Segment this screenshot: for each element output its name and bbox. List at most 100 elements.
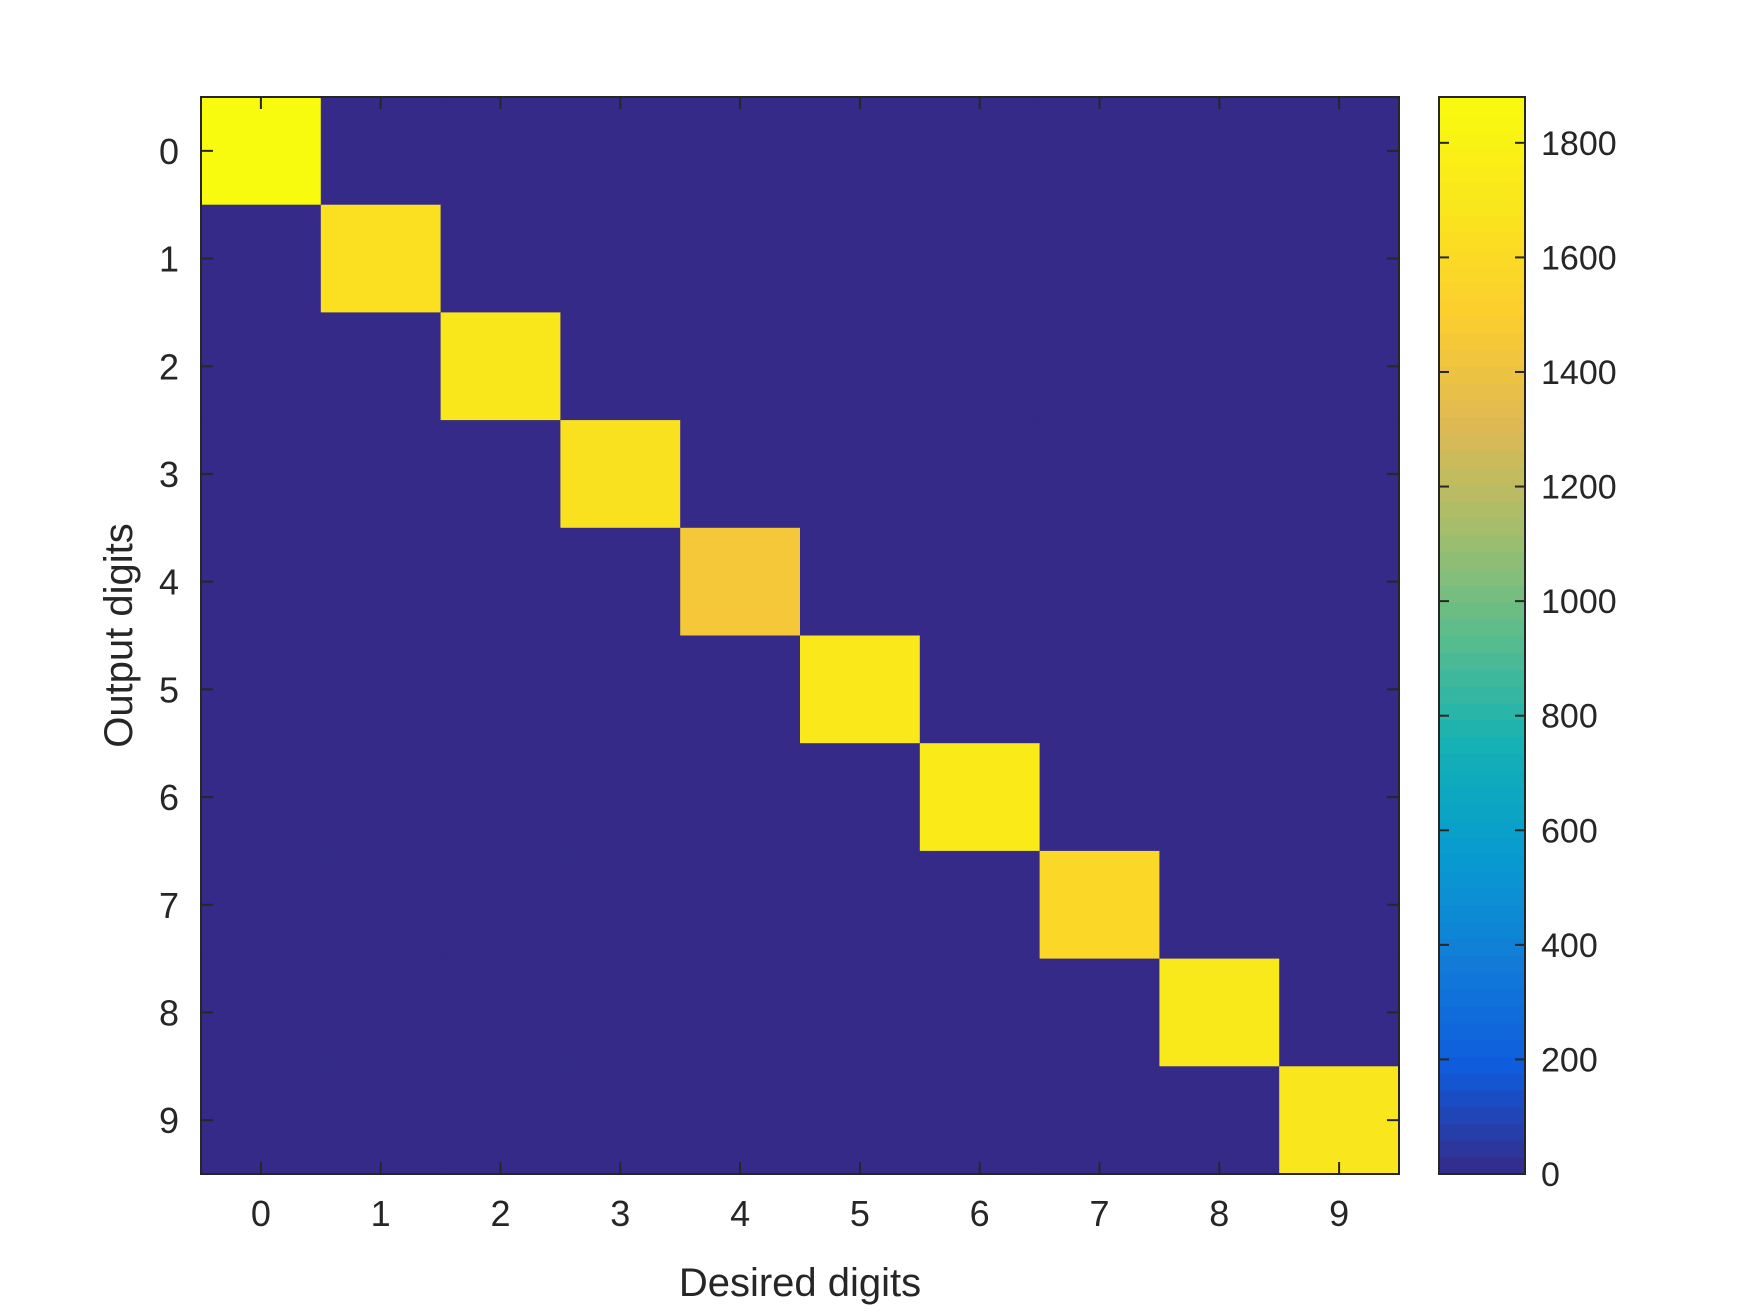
colorbar-slice	[1439, 770, 1525, 788]
colorbar-slice	[1439, 130, 1525, 149]
colorbar-slice	[1439, 568, 1525, 586]
heatmap-cell-r7-c7	[1039, 850, 1160, 960]
colorbar-slice	[1439, 837, 1525, 855]
colorbar-slice	[1439, 635, 1525, 653]
heatmap-cell-r9-c6	[919, 1066, 1041, 1175]
heatmap-cell-r0-c8	[1159, 97, 1280, 206]
colorbar-slice	[1439, 500, 1525, 519]
heatmap-cell-r7-c5	[800, 850, 921, 960]
x-tick-label: 1	[371, 1193, 391, 1234]
colorbar-slice	[1439, 231, 1525, 250]
heatmap-cell-r0-c6	[919, 97, 1041, 206]
colorbar-slice	[1439, 332, 1525, 351]
heatmap-cell-r9-c3	[560, 1066, 681, 1175]
colorbar-slice	[1439, 450, 1525, 468]
heatmap-cell-r1-c8	[1159, 204, 1280, 313]
colorbar-tick-label: 1400	[1541, 354, 1617, 392]
colorbar-slice	[1439, 887, 1525, 906]
y-tick-label: 6	[159, 777, 179, 818]
heatmap-cell-r8-c4	[680, 958, 801, 1067]
axes-frame	[200, 96, 1400, 1175]
heatmap-cell-r1-c4	[680, 204, 801, 313]
x-axis-ticks: 0 1 2 3 4 5 6 7 8 9	[251, 97, 1349, 1234]
heatmap-cell-r7-c2	[440, 850, 561, 960]
x-tick-label: 2	[490, 1193, 510, 1234]
heatmap-cell-r5-c7	[1039, 635, 1160, 744]
heatmap-cell-r4-c8	[1159, 527, 1280, 637]
colorbar-slice	[1439, 921, 1525, 940]
heatmap-cell-r9-c2	[440, 1066, 561, 1175]
x-axis-label: Desired digits	[679, 1261, 921, 1305]
heatmap-cell-r5-c4	[680, 635, 801, 744]
colorbar-slice	[1439, 1005, 1525, 1024]
heatmap-cell-r1-c9	[1279, 204, 1400, 313]
heatmap-cell-r4-c1	[320, 527, 442, 637]
heatmap-cell-r7-c4	[680, 850, 801, 960]
heatmap-cell-r8-c7	[1039, 958, 1160, 1067]
colorbar-slice	[1439, 1073, 1525, 1091]
heatmap-cell-r5-c6	[919, 635, 1041, 744]
colorbar-slice	[1439, 349, 1525, 367]
colorbar-slice	[1439, 147, 1525, 165]
colorbar-tick-label: 1600	[1541, 239, 1617, 277]
heatmap-cell-r6-c4	[680, 743, 801, 852]
heatmap-cell-r4-c4	[680, 527, 801, 637]
colorbar-tick-label: 600	[1541, 812, 1598, 850]
colorbar-tick-label: 200	[1541, 1041, 1598, 1079]
colorbar-slice	[1439, 214, 1525, 233]
heatmap-cell-r2-c3	[560, 312, 681, 421]
heatmap-cell-r0-c1	[320, 97, 442, 206]
colorbar-slice	[1439, 1157, 1525, 1175]
heatmap-cell-r4-c5	[800, 527, 921, 637]
y-tick-label: 1	[159, 239, 179, 280]
heatmap-cell-r0-c4	[680, 97, 801, 206]
y-tick-label: 8	[159, 992, 179, 1033]
heatmap-cell-r7-c8	[1159, 850, 1280, 960]
heatmap-cell-r9-c0	[201, 1066, 322, 1175]
x-tick-label: 9	[1329, 1193, 1349, 1234]
heatmap-cell-r3-c5	[800, 420, 921, 529]
colorbar-tick-label: 400	[1541, 927, 1598, 965]
colorbar-slice	[1439, 702, 1525, 721]
heatmap-cell-r9-c8	[1159, 1066, 1280, 1175]
colorbar-slice	[1439, 685, 1525, 704]
heatmap-cell-r1-c2	[440, 204, 561, 313]
colorbar-slice	[1439, 399, 1525, 418]
heatmap-cell-r6-c0	[201, 743, 322, 852]
colorbar-slice	[1439, 467, 1525, 485]
y-tick-label: 5	[159, 669, 179, 710]
heatmap-cell-r8-c0	[201, 958, 322, 1067]
y-tick-label: 4	[159, 562, 179, 603]
colorbar-slice	[1439, 719, 1525, 738]
colorbar-tick-label: 1200	[1541, 469, 1617, 507]
colorbar-slice	[1439, 618, 1525, 637]
heatmap-cell-r0-c7	[1039, 97, 1160, 206]
heatmap-cell-r3-c7	[1039, 420, 1160, 529]
heatmap-cell-r9-c7	[1039, 1066, 1160, 1175]
heatmap-cell-r8-c6	[919, 958, 1041, 1067]
heatmap-cell-r3-c0	[201, 420, 322, 529]
heatmap-cell-r1-c7	[1039, 204, 1160, 313]
heatmap-cell-r7-c1	[320, 850, 442, 960]
axes-box	[200, 96, 1400, 1175]
heatmap-cell-r9-c5	[800, 1066, 921, 1175]
heatmap-cell-r8-c2	[440, 958, 561, 1067]
heatmap-cell-r7-c0	[201, 850, 322, 960]
heatmap-cell-r1-c6	[919, 204, 1041, 313]
heatmap-cell-r8-c5	[800, 958, 921, 1067]
colorbar-slice	[1439, 433, 1525, 451]
heatmap-cell-r5-c3	[560, 635, 681, 744]
y-axis-ticks: 0 1 2 3 4 5 6 7 8 9	[159, 131, 1399, 1141]
colorbar-slice	[1439, 601, 1525, 620]
heatmap-cell-r4-c6	[919, 527, 1041, 637]
heatmap-cell-r6-c5	[800, 743, 921, 852]
colorbar-slice	[1439, 1106, 1525, 1125]
heatmap-cell-r4-c2	[440, 527, 561, 637]
colorbar-slice	[1439, 97, 1525, 115]
x-tick-label: 7	[1089, 1193, 1109, 1234]
heatmap-cell-r3-c8	[1159, 420, 1280, 529]
heatmap-cell-r0-c9	[1279, 97, 1400, 206]
colorbar-slice	[1439, 1022, 1525, 1040]
colorbar-slice	[1439, 298, 1525, 317]
